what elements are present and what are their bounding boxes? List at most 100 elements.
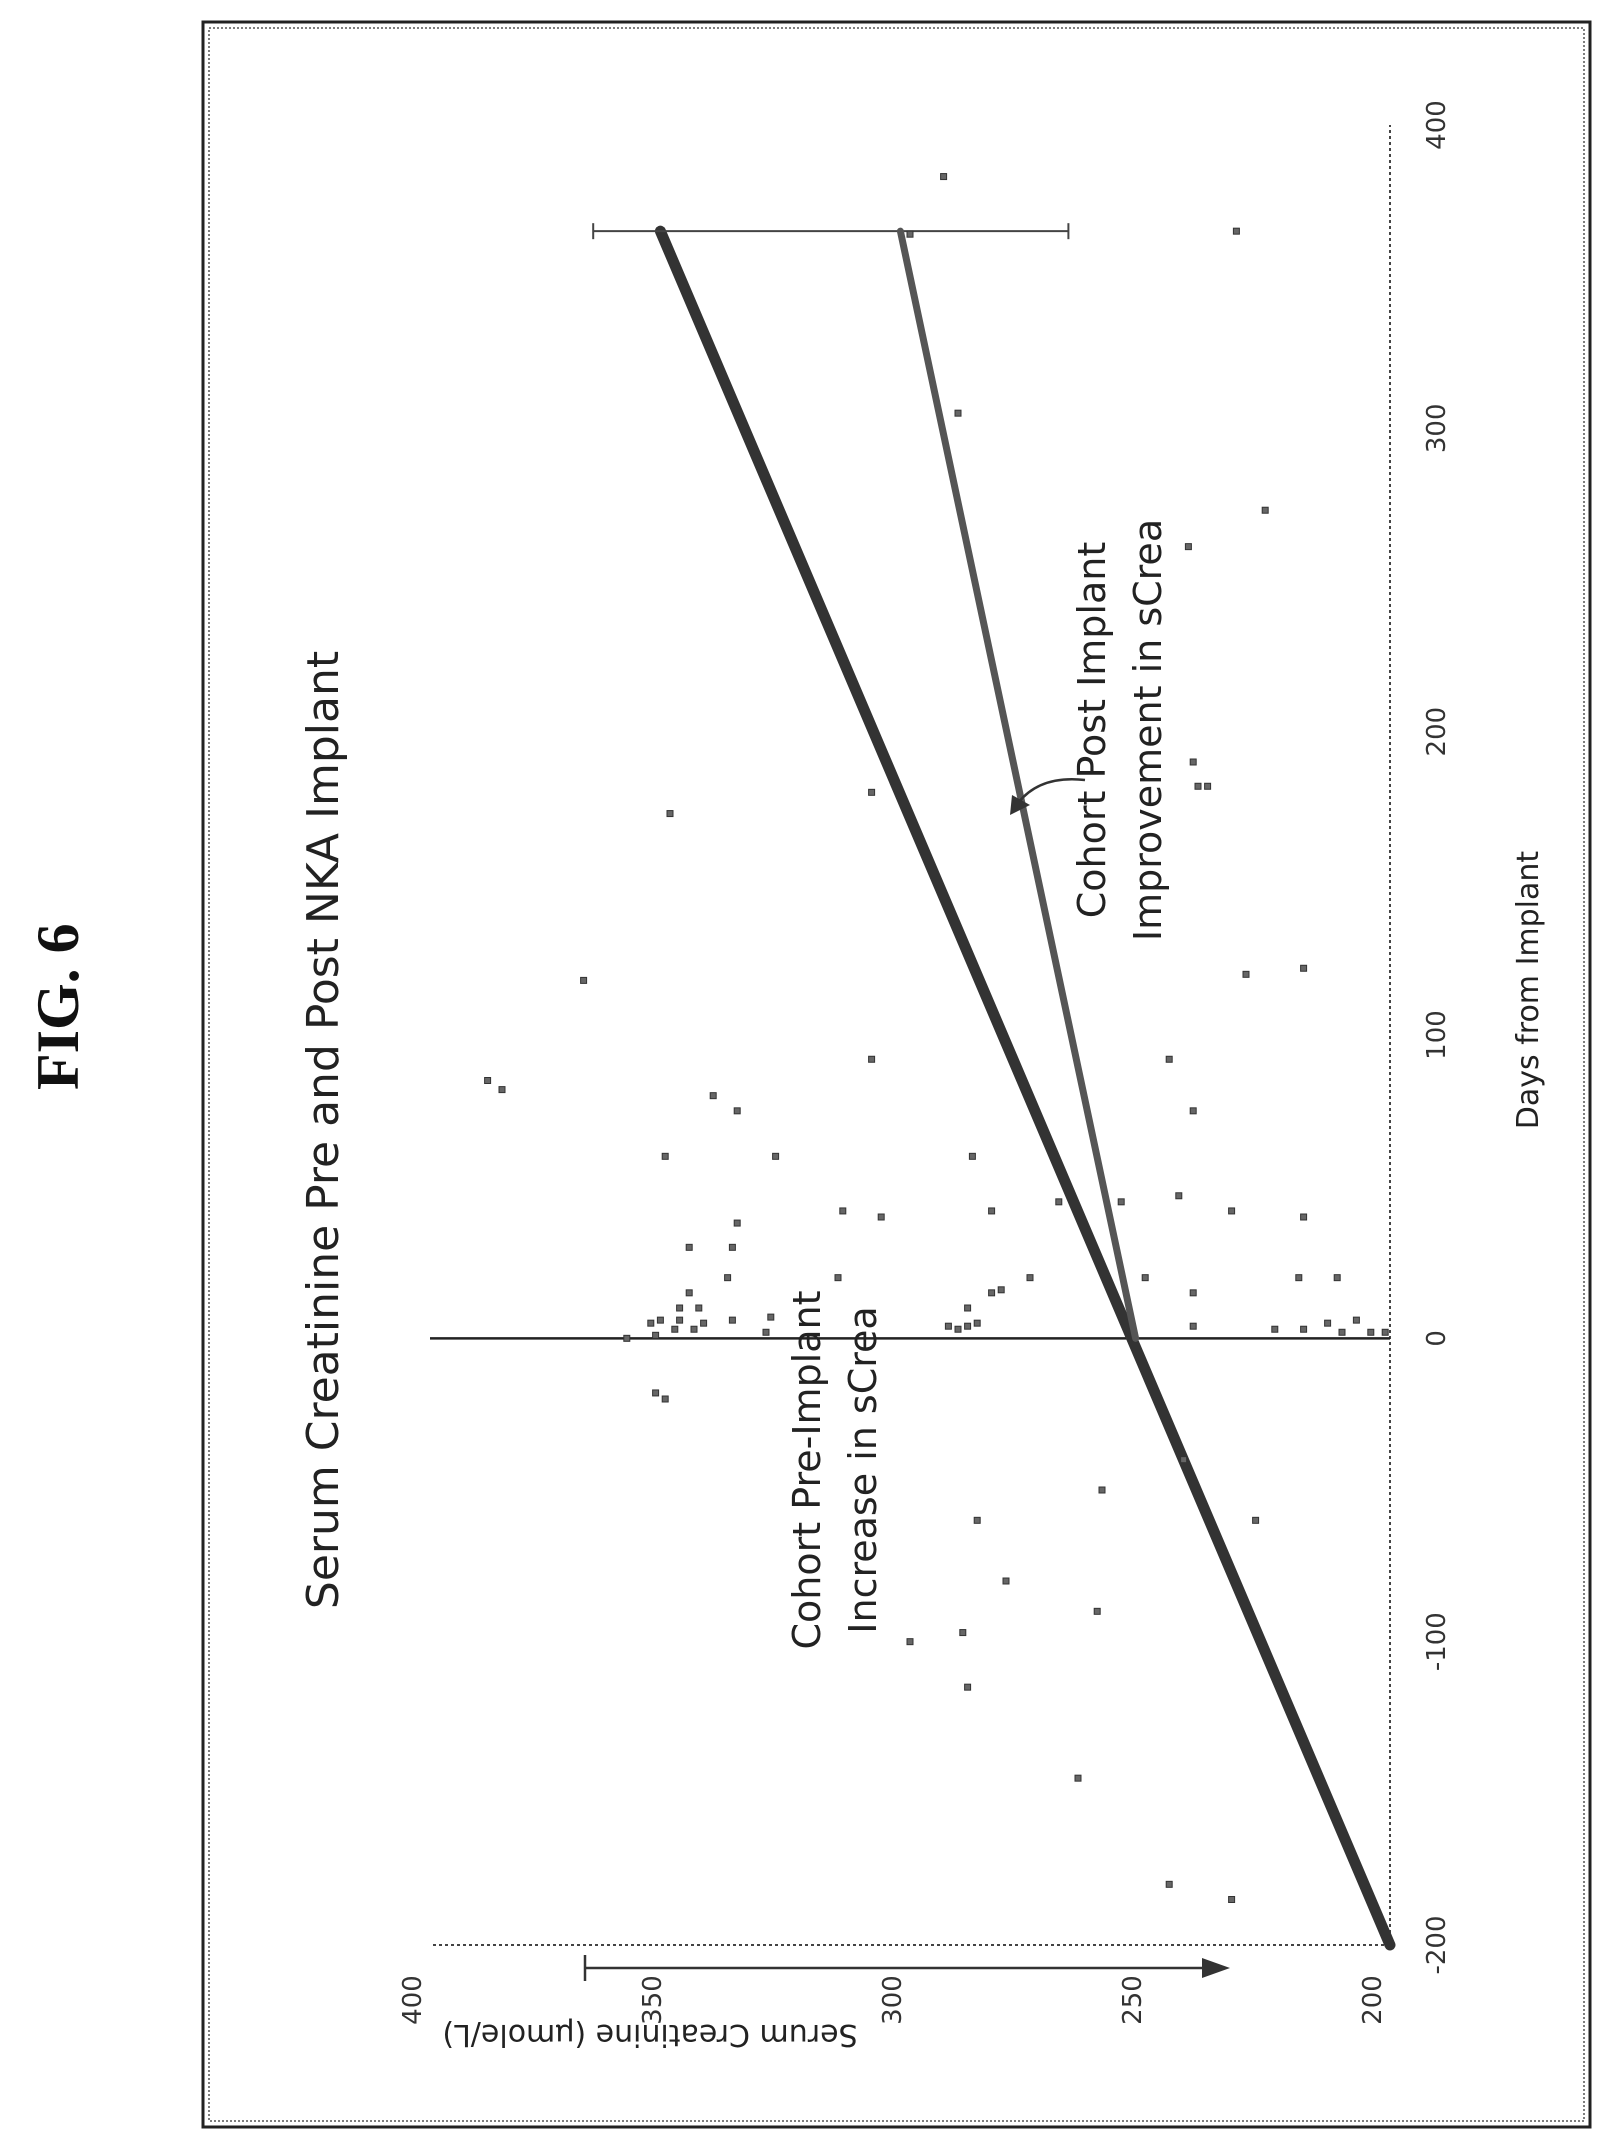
data-point: [1261, 506, 1269, 514]
data-point: [834, 1274, 842, 1282]
y-axis-arrow-head: [1202, 1958, 1230, 1978]
data-point: [906, 230, 914, 238]
data-point: [1271, 1325, 1279, 1333]
data-point: [1189, 758, 1197, 766]
data-point: [968, 1152, 976, 1160]
x-tick-label: -100: [1422, 1612, 1452, 1671]
data-point: [1204, 782, 1212, 790]
data-point: [1352, 1316, 1360, 1324]
x-tick-label: 100: [1422, 1010, 1452, 1060]
data-point: [1324, 1319, 1332, 1327]
data-point: [1002, 1577, 1010, 1585]
data-point: [868, 788, 876, 796]
data-point: [1117, 1198, 1125, 1206]
y-axis-title: Serum Creatinine (μmole/L): [442, 2017, 857, 2052]
chart-title: Serum Creatinine Pre and Post NKA Implan…: [298, 651, 349, 1609]
inner-frame: [208, 27, 1585, 2122]
data-point: [964, 1304, 972, 1312]
data-point: [666, 810, 674, 818]
data-point: [1189, 1107, 1197, 1115]
data-point: [1232, 227, 1240, 235]
data-point: [676, 1316, 684, 1324]
data-point: [652, 1331, 660, 1339]
y-tick-label: 300: [878, 1975, 908, 2025]
data-point: [1300, 964, 1308, 972]
data-point: [709, 1092, 717, 1100]
data-point: [973, 1516, 981, 1524]
data-point: [1175, 1192, 1183, 1200]
data-point: [1228, 1896, 1236, 1903]
data-point: [1189, 1322, 1197, 1330]
data-point: [728, 1316, 736, 1324]
y-tick-label: 350: [638, 1975, 668, 2025]
data-point: [647, 1319, 655, 1327]
data-point: [652, 1389, 660, 1397]
data-point: [623, 1334, 631, 1342]
annotation-post-arrow-path: [1017, 778, 1086, 804]
data-point: [661, 1395, 669, 1403]
data-point: [762, 1328, 770, 1336]
trend-line-post-implant: [896, 227, 1140, 1342]
data-point: [498, 1086, 506, 1094]
data-point: [695, 1304, 703, 1312]
annotation-post-arrow: [1010, 778, 1086, 815]
data-point: [973, 1319, 981, 1327]
data-point: [685, 1289, 693, 1297]
data-point: [940, 173, 948, 181]
axes: [430, 125, 1391, 1946]
data-point: [671, 1325, 679, 1333]
data-point: [877, 1213, 885, 1221]
data-point: [1300, 1213, 1308, 1221]
data-point: [1026, 1274, 1034, 1282]
data-point: [1194, 782, 1202, 790]
x-tick-label: 200: [1422, 707, 1452, 757]
x-tick-label: 0: [1422, 1330, 1452, 1347]
y-tick-label: 400: [398, 1975, 428, 2025]
data-point: [1333, 1274, 1341, 1282]
trend-line-pre-implant: [654, 225, 1396, 1951]
data-point: [1093, 1607, 1101, 1615]
data-point: [1055, 1198, 1063, 1206]
data-point: [944, 1322, 952, 1330]
data-point: [906, 1638, 914, 1646]
outer-frame: [201, 20, 1592, 2129]
annotation-post-line-1: Cohort Post Implant: [1070, 542, 1114, 918]
data-point: [1295, 1274, 1303, 1282]
data-point: [767, 1313, 775, 1321]
data-point: [1252, 1516, 1260, 1524]
data-point: [661, 1152, 669, 1160]
data-points: [484, 173, 1389, 1903]
data-point: [1242, 970, 1250, 978]
data-point: [954, 1325, 962, 1333]
data-point: [733, 1107, 741, 1115]
data-point: [964, 1322, 972, 1330]
data-point: [1074, 1774, 1082, 1782]
data-point: [656, 1316, 664, 1324]
y-axis-arrow: [583, 1955, 1230, 1981]
data-point: [1189, 1289, 1197, 1297]
data-point: [724, 1274, 732, 1282]
data-point: [733, 1219, 741, 1227]
data-point: [690, 1325, 698, 1333]
data-point: [772, 1152, 780, 1160]
data-point: [580, 976, 588, 984]
annotation-post: Cohort Post Implant Improvement in sCrea: [1070, 519, 1170, 941]
data-point: [988, 1289, 996, 1297]
data-point: [728, 1243, 736, 1251]
data-point: [839, 1207, 847, 1215]
data-point: [1165, 1055, 1173, 1063]
annotation-post-arrow-head: [1010, 795, 1030, 815]
data-point: [964, 1683, 972, 1691]
data-point: [988, 1207, 996, 1215]
data-point: [1180, 1456, 1188, 1464]
data-point: [685, 1243, 693, 1251]
x-tick-label: 300: [1422, 404, 1452, 454]
data-point: [959, 1629, 967, 1637]
data-point: [1338, 1328, 1346, 1336]
data-point: [1300, 1325, 1308, 1333]
x-tick-label: -200: [1422, 1915, 1452, 1974]
trend-lines: [592, 223, 1396, 1951]
data-point: [1141, 1274, 1149, 1282]
annotation-pre-line-2: Increase in sCrea: [841, 1306, 885, 1633]
